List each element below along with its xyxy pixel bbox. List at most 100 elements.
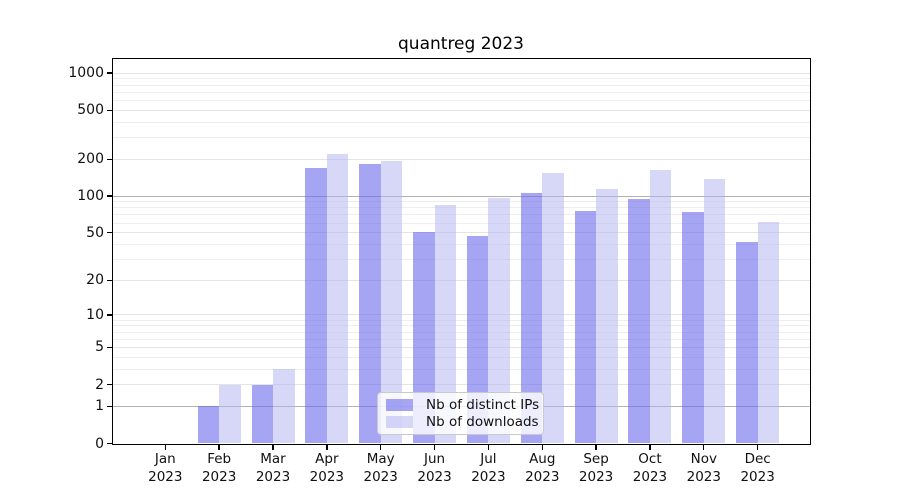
gridline-major — [113, 279, 810, 281]
x-tick-label: Feb 2023 — [201, 451, 237, 485]
gridline-major — [113, 314, 810, 316]
y-tick-mark — [106, 405, 112, 408]
y-tick-mark — [106, 279, 112, 281]
x-tick-label: May 2023 — [363, 451, 398, 485]
bar-nb-of-distinct-ips-jul — [466, 235, 489, 444]
y-tick-label: 1000 — [68, 65, 104, 82]
gridline-major — [113, 158, 810, 160]
bar-nb-of-downloads-jul — [488, 197, 510, 444]
bar-nb-of-downloads-aug — [542, 173, 564, 444]
x-tick-mark — [703, 445, 705, 450]
bar-nb-of-downloads-feb — [219, 384, 241, 444]
y-tick-label: 1 — [95, 398, 104, 415]
y-tick-label: 200 — [77, 151, 104, 168]
x-tick-mark — [649, 445, 651, 450]
legend-swatch-downloads — [386, 415, 413, 429]
y-tick-mark — [106, 346, 112, 349]
y-tick-mark — [106, 195, 112, 197]
bar-nb-of-downloads-dec — [757, 222, 780, 444]
gridline-minor — [113, 121, 810, 123]
bar-nb-of-distinct-ips-mar — [251, 384, 273, 444]
y-tick-label: 20 — [86, 272, 104, 289]
gridline-minor — [113, 338, 810, 340]
legend-item-downloads: Nb of downloads — [386, 414, 539, 430]
legend-swatch-distinct-ips — [386, 398, 413, 412]
x-tick-label: Jun 2023 — [417, 451, 452, 485]
legend-label-downloads: Nb of downloads — [426, 414, 539, 430]
y-tick-label: 500 — [77, 102, 104, 119]
x-tick-label: Jul 2023 — [471, 451, 506, 485]
y-tick-mark — [106, 232, 112, 234]
y-tick-label: 0 — [95, 435, 104, 452]
gridline-major — [113, 232, 810, 234]
gridline-minor — [113, 368, 810, 370]
bar-nb-of-distinct-ips-apr — [305, 167, 327, 444]
gridline-minor — [113, 243, 810, 245]
bar-nb-of-distinct-ips-sep — [574, 210, 597, 444]
x-tick-label: Oct 2023 — [632, 451, 668, 485]
gridline-minor — [113, 222, 810, 224]
x-tick-label: Nov 2023 — [686, 451, 721, 485]
x-tick-mark — [756, 445, 759, 450]
bar-nb-of-distinct-ips-aug — [520, 193, 543, 444]
y-tick-mark — [106, 109, 112, 111]
gridline-minor — [113, 319, 810, 321]
x-tick-mark — [487, 445, 490, 450]
chart-title: quantreg 2023 — [398, 34, 524, 54]
gridline-emphasized — [113, 195, 810, 197]
gridline-major — [113, 384, 810, 386]
gridline-minor — [113, 84, 810, 86]
bar-nb-of-distinct-ips-jun — [413, 231, 435, 444]
x-tick-label: Dec 2023 — [740, 451, 775, 485]
y-tick-mark — [106, 158, 112, 160]
x-tick-label: Apr 2023 — [309, 451, 345, 485]
y-tick-label: 100 — [77, 188, 104, 205]
gridline-minor — [113, 137, 810, 139]
y-tick-label: 10 — [86, 306, 104, 323]
gridline-major — [113, 109, 810, 111]
gridline-major — [113, 346, 810, 348]
legend-label-distinct-ips: Nb of distinct IPs — [426, 397, 540, 413]
x-tick-label: Sep 2023 — [578, 451, 614, 485]
bar-nb-of-downloads-oct — [649, 170, 672, 444]
gridline-minor — [113, 331, 810, 333]
legend: Nb of distinct IPs Nb of downloads — [377, 392, 544, 435]
bar-nb-of-downloads-sep — [596, 188, 618, 444]
x-tick-mark — [218, 445, 220, 450]
x-tick-mark — [541, 445, 543, 450]
bar-nb-of-downloads-may — [380, 161, 403, 444]
x-tick-mark — [326, 445, 328, 450]
gridline-major — [113, 72, 810, 74]
x-tick-label: Jan 2023 — [148, 451, 183, 485]
gridline-minor — [113, 325, 810, 327]
x-tick-label: Mar 2023 — [255, 451, 291, 485]
gridline-minor — [113, 258, 810, 260]
bar-nb-of-distinct-ips-feb — [197, 406, 220, 444]
bar-nb-of-downloads-mar — [273, 369, 295, 444]
y-tick-mark — [106, 383, 112, 386]
gridline-minor — [113, 201, 810, 203]
x-tick-mark — [272, 445, 274, 450]
y-tick-label: 50 — [86, 224, 104, 241]
gridline-minor — [113, 214, 810, 216]
x-tick-mark — [433, 445, 436, 450]
gridline-minor — [113, 78, 810, 80]
bar-nb-of-distinct-ips-dec — [736, 241, 758, 444]
gridline-minor — [113, 207, 810, 209]
x-tick-mark — [164, 445, 166, 450]
bar-nb-of-downloads-nov — [703, 179, 726, 444]
gridline-minor — [113, 99, 810, 101]
x-tick-label: Aug 2023 — [525, 451, 560, 485]
y-tick-mark — [106, 72, 112, 74]
bar-nb-of-downloads-jun — [434, 205, 457, 444]
y-tick-label: 5 — [95, 339, 104, 356]
y-tick-mark — [106, 314, 112, 316]
legend-item-distinct-ips: Nb of distinct IPs — [386, 397, 539, 413]
bar-nb-of-distinct-ips-may — [359, 163, 381, 444]
y-tick-mark — [106, 442, 112, 445]
x-tick-mark — [380, 445, 382, 450]
gridline-minor — [113, 356, 810, 358]
bar-nb-of-distinct-ips-oct — [628, 198, 650, 444]
